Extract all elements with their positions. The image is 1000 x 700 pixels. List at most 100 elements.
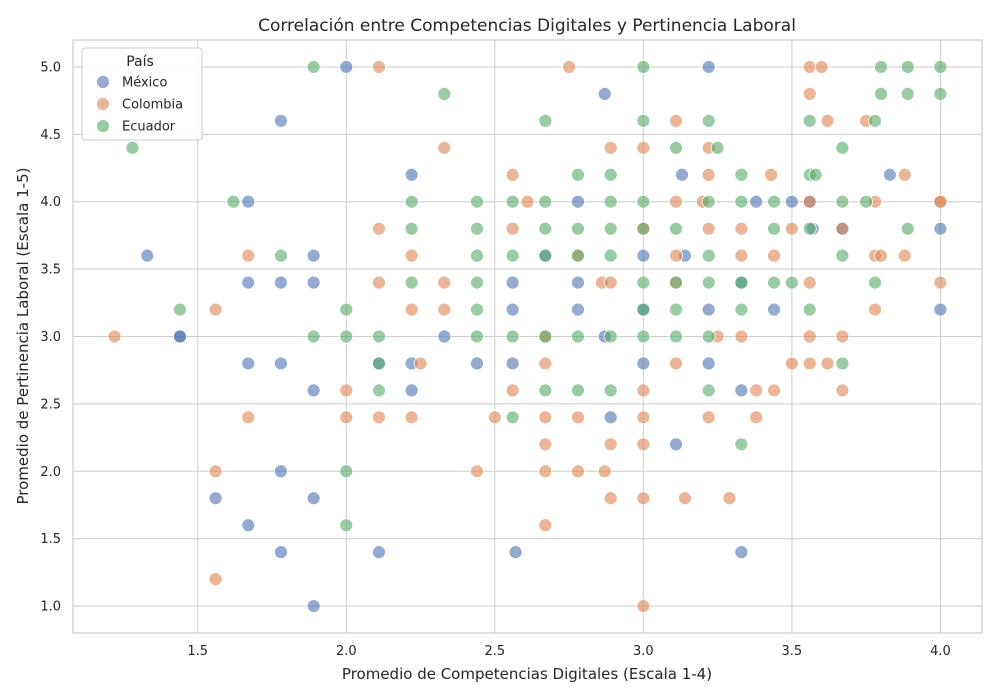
data-point <box>784 221 799 236</box>
data-point <box>437 302 452 317</box>
data-point <box>835 356 850 371</box>
legend-title: País <box>126 54 154 70</box>
data-point <box>404 275 419 290</box>
data-point <box>538 221 553 236</box>
data-point <box>470 248 484 263</box>
series-ecuador <box>125 60 948 533</box>
legend: País México Colombia Ecuador <box>81 47 203 141</box>
data-point <box>505 410 520 425</box>
data-point <box>835 194 850 209</box>
data-point <box>404 383 419 398</box>
x-tick-labels: 1.5 2.0 2.5 3.0 3.5 4.0 <box>187 644 950 659</box>
y-tick-labels: 1.0 1.5 2.0 2.5 3.0 3.5 4.0 4.5 5.0 <box>40 60 61 614</box>
data-point <box>339 60 354 74</box>
data-point <box>470 464 484 479</box>
data-point <box>874 60 888 74</box>
data-point <box>470 275 484 290</box>
data-point <box>538 248 553 263</box>
data-point <box>734 329 749 344</box>
data-point <box>868 113 882 128</box>
y-tick-label: 2.5 <box>40 397 61 412</box>
data-point <box>701 248 716 263</box>
data-point <box>505 383 520 398</box>
y-tick-label: 1.0 <box>40 600 61 615</box>
data-point <box>274 356 288 371</box>
data-point <box>701 221 716 236</box>
data-point <box>571 329 585 344</box>
data-point <box>603 167 618 182</box>
data-point <box>505 221 520 236</box>
data-point <box>603 140 618 155</box>
chart-title: Correlación entre Competencias Digitales… <box>258 16 796 36</box>
data-point <box>603 383 618 398</box>
data-point <box>140 248 155 263</box>
x-tick-label: 3.5 <box>782 644 803 659</box>
data-point <box>636 140 651 155</box>
data-point <box>874 248 888 263</box>
legend-label: Colombia <box>122 98 183 113</box>
data-point <box>900 60 915 74</box>
data-point <box>538 437 553 452</box>
data-point <box>669 275 683 290</box>
data-point <box>603 275 618 290</box>
data-point <box>933 302 948 317</box>
data-point <box>306 491 321 506</box>
data-point <box>372 275 386 290</box>
data-point <box>107 329 122 344</box>
data-point <box>306 329 321 344</box>
data-point <box>701 167 716 182</box>
x-tick-label: 1.5 <box>187 644 208 659</box>
data-point <box>306 60 321 74</box>
legend-marker <box>96 97 110 111</box>
data-point <box>538 518 553 533</box>
y-tick-label: 1.5 <box>40 532 61 547</box>
data-point <box>636 437 651 452</box>
data-point <box>820 113 835 128</box>
y-axis-label: Promedio de Pertinencia Laboral (Escala … <box>14 168 32 505</box>
data-point <box>470 194 484 209</box>
data-point <box>437 140 452 155</box>
data-point <box>636 599 651 613</box>
data-point <box>767 302 781 317</box>
data-point <box>734 383 749 398</box>
data-point <box>404 194 419 209</box>
data-point <box>636 410 651 425</box>
data-point <box>636 356 651 371</box>
data-point <box>372 383 386 398</box>
data-point <box>437 275 452 290</box>
data-point <box>372 410 386 425</box>
data-point <box>226 194 241 209</box>
data-point <box>734 302 749 317</box>
data-point <box>734 221 749 236</box>
data-point <box>413 356 428 371</box>
data-point <box>603 194 618 209</box>
data-point <box>597 464 612 479</box>
data-point <box>636 329 651 344</box>
data-point <box>802 194 817 209</box>
data-points <box>107 60 948 613</box>
data-point <box>571 464 585 479</box>
data-point <box>538 329 553 344</box>
data-point <box>339 410 354 425</box>
data-point <box>802 302 817 317</box>
data-point <box>603 491 618 506</box>
data-point <box>538 410 553 425</box>
data-point <box>675 167 689 182</box>
x-axis-label: Promedio de Competencias Digitales (Esca… <box>342 665 712 683</box>
data-point <box>710 140 725 155</box>
data-point <box>404 410 419 425</box>
data-point <box>701 356 716 371</box>
data-point <box>722 491 737 506</box>
data-point <box>669 356 683 371</box>
data-point <box>749 410 764 425</box>
data-point <box>571 410 585 425</box>
data-point <box>636 113 651 128</box>
data-point <box>636 194 651 209</box>
data-point <box>874 87 888 101</box>
data-point <box>933 275 948 290</box>
data-point <box>538 464 553 479</box>
data-point <box>241 194 256 209</box>
data-point <box>372 545 386 560</box>
data-point <box>814 60 829 74</box>
